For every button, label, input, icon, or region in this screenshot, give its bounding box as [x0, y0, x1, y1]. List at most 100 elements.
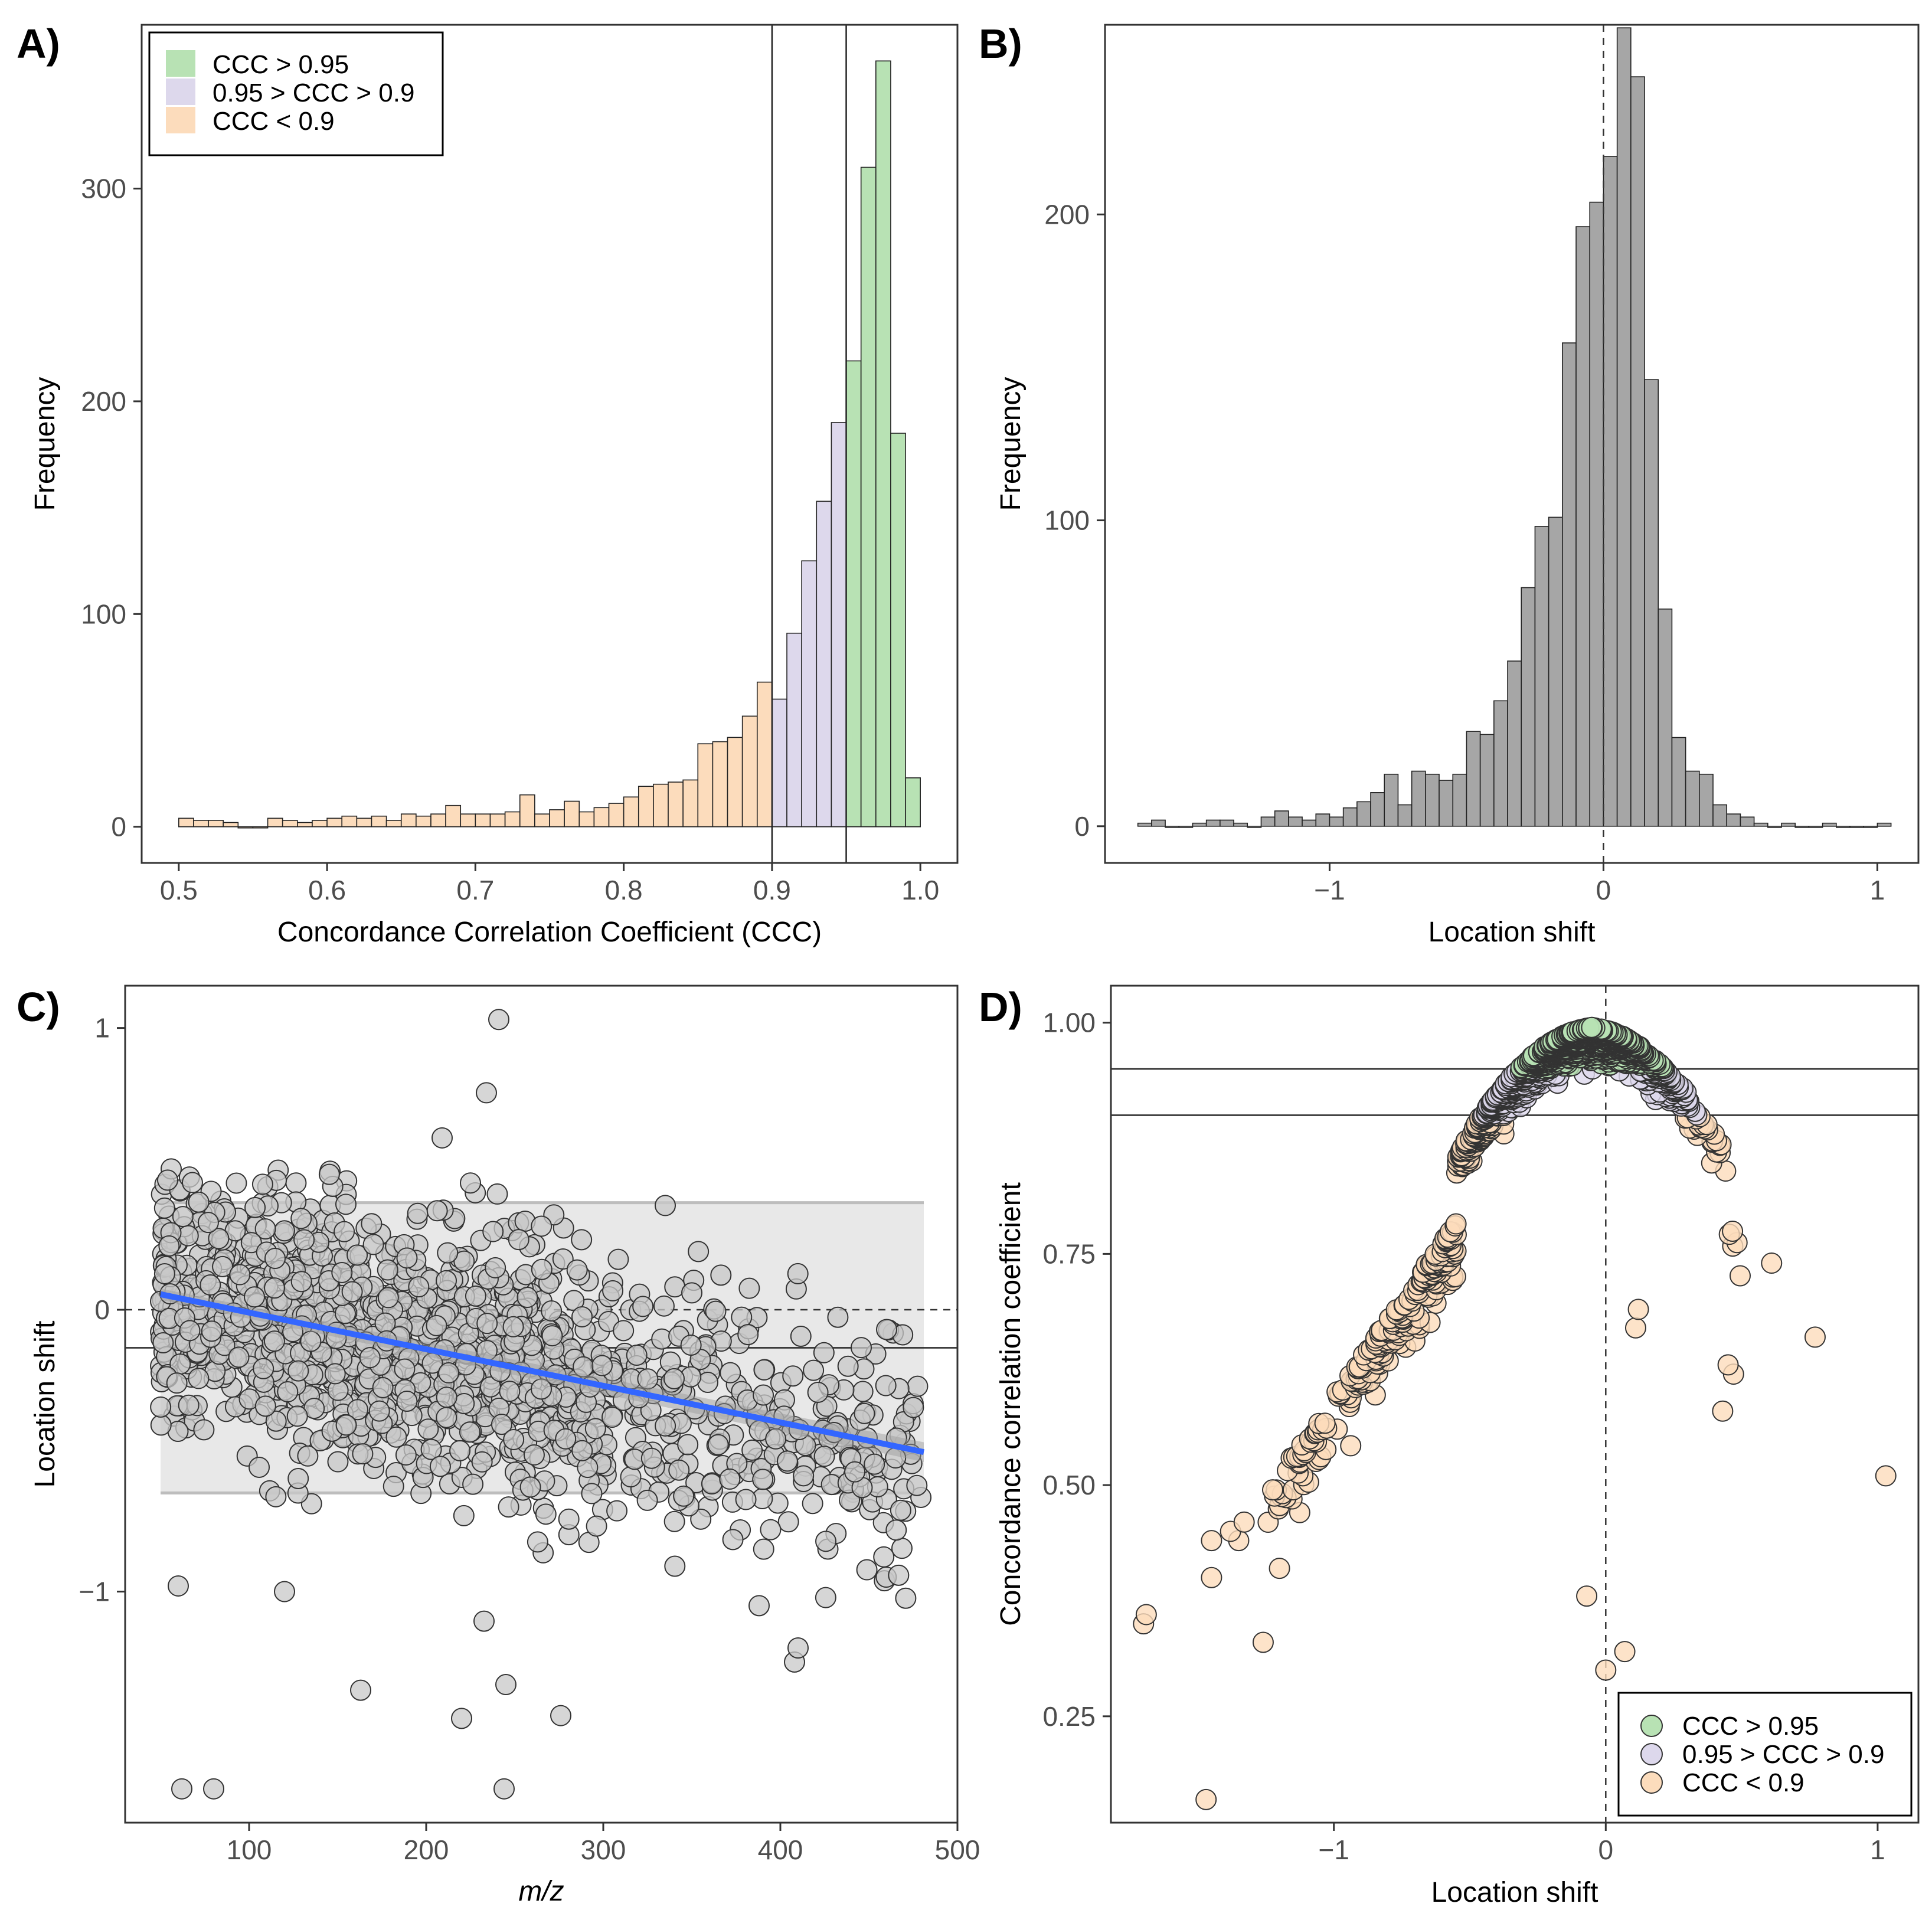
panel-a-bar — [371, 815, 387, 828]
panel-a-x-tick-label: 1.0 — [901, 875, 939, 905]
panel-c-point — [453, 1505, 475, 1526]
panel-a-bar — [356, 817, 372, 828]
panel-d-point — [1195, 1788, 1217, 1810]
panel-c-point — [485, 1257, 506, 1278]
panel-b-bar — [1863, 826, 1878, 828]
panel-c-points — [150, 1009, 932, 1800]
panel-c-point — [571, 1306, 593, 1327]
panel-c-point — [752, 1469, 774, 1490]
panel-c-point — [720, 1362, 741, 1384]
panel-c-point — [688, 1241, 710, 1263]
panel-a-bar — [267, 817, 283, 828]
panel-d-x-tick-label: 1 — [1870, 1834, 1885, 1865]
panel-c-point — [350, 1679, 371, 1701]
panel-c-point — [503, 1428, 525, 1450]
panel-a-bar — [326, 817, 343, 828]
panel-c-point — [287, 1360, 309, 1382]
panel-c-point — [172, 1206, 194, 1228]
panel-a-bar — [875, 60, 891, 828]
panel-b-bar — [1630, 76, 1645, 827]
panel-c-point — [334, 1303, 356, 1324]
panel-c-point — [555, 1428, 577, 1450]
panel-d-point — [1135, 1604, 1157, 1626]
panel-c-point — [297, 1445, 319, 1467]
panel-c-point — [212, 1255, 234, 1277]
panel-d-point — [1581, 1016, 1603, 1038]
panel-d-legend-label-1: CCC > 0.95 — [1682, 1712, 1819, 1741]
panel-d-point — [1729, 1265, 1751, 1287]
panel-d-point — [1712, 1400, 1734, 1422]
panel-d-ticks: −1 0 1 0.25 0.50 0.75 1.00 — [1042, 1008, 1885, 1865]
panel-c-point — [408, 1276, 430, 1298]
panel-d-point — [1624, 1317, 1646, 1339]
panel-c-point — [499, 1381, 521, 1402]
panel-a-label: A) — [17, 21, 60, 67]
panel-b-label: B) — [979, 21, 1022, 67]
panel-c-point — [437, 1242, 459, 1264]
panel-b-bar — [1370, 792, 1385, 827]
panel-a-x-tick-label: 0.5 — [160, 875, 198, 905]
panel-c-point — [690, 1508, 712, 1530]
panel-c-point — [719, 1468, 741, 1490]
panel-c-point — [663, 1368, 685, 1389]
panel-a-x-axis-title: Concordance Correlation Coefficient (CCC… — [277, 917, 822, 948]
panel-c-x-tick-label: 500 — [935, 1834, 980, 1865]
panel-c-point — [760, 1519, 782, 1541]
panel-c-point — [571, 1229, 593, 1251]
panel-c-point — [244, 1196, 266, 1218]
panel-d-legend-label-2: 0.95 > CCC > 0.9 — [1682, 1740, 1884, 1769]
panel-c-point — [813, 1342, 835, 1363]
panel-b-x-tick-label: 0 — [1596, 875, 1611, 905]
panel-c-point — [620, 1466, 642, 1488]
panel-c-point — [193, 1419, 215, 1441]
panel-c-point — [531, 1378, 553, 1400]
panel-a-legend-key-green — [166, 50, 195, 77]
panel-c-fit-line — [159, 1291, 925, 1456]
panel-c-point — [286, 1405, 308, 1427]
panel-c-point — [188, 1191, 210, 1213]
panel-b-bar — [1575, 226, 1591, 827]
panel-a-x-tick-label: 0.6 — [308, 875, 346, 905]
panel-c-point — [197, 1212, 219, 1234]
panel-b-bar — [1411, 770, 1426, 827]
panel-c-point — [803, 1359, 825, 1381]
panel-d-point — [1269, 1558, 1290, 1579]
panel-d-label: D) — [979, 984, 1022, 1030]
panel-b-ticks: −1 0 1 0 100 200 — [1044, 199, 1885, 905]
panel-a-bar — [772, 698, 787, 828]
panel-c-point — [396, 1247, 418, 1269]
panel-c-point — [668, 1459, 690, 1481]
panel-c-point — [707, 1434, 729, 1456]
panel-a-bar — [475, 813, 491, 828]
panel-b-bar — [1534, 526, 1549, 827]
panel-b-bar — [1425, 773, 1440, 827]
panel-a-bar — [208, 820, 224, 828]
panel-c-point — [335, 1414, 357, 1436]
panel-c-point — [591, 1355, 613, 1376]
panel-d-y-axis-title: Concordance correlation coefficient — [995, 1182, 1027, 1626]
panel-c-point — [523, 1444, 545, 1466]
panel-d-point — [1445, 1213, 1467, 1235]
panel-a-bar — [682, 779, 699, 828]
panel-b-bar — [1260, 816, 1276, 827]
panel-c-point — [903, 1397, 924, 1418]
panel-c-point — [558, 1508, 580, 1530]
panel-a-bar — [341, 815, 358, 828]
panel-c-x-tick-label: 400 — [758, 1834, 803, 1865]
panel-b-y-tick-label: 200 — [1044, 199, 1090, 230]
panel-a-bar — [416, 815, 431, 828]
panel-a-bar — [178, 817, 194, 828]
panel-c-point — [372, 1376, 394, 1398]
panel-d: D) −1 0 1 0.25 0.50 0.75 1.00 Location shift C… — [979, 984, 1920, 1908]
panel-d-legend-key-purple — [1640, 1743, 1663, 1765]
panel-c-point — [285, 1172, 307, 1194]
panel-b-bar — [1685, 770, 1700, 827]
panel-c-point — [738, 1277, 760, 1299]
panel-a-bar — [860, 166, 877, 828]
panel-c-point — [200, 1274, 221, 1296]
panel-b-bar — [1836, 826, 1851, 828]
panel-b-bar — [1753, 822, 1768, 827]
panel-b: B) −1 0 1 0 100 200 Location shift Frequency — [979, 21, 1920, 948]
panel-c-point — [888, 1564, 910, 1586]
